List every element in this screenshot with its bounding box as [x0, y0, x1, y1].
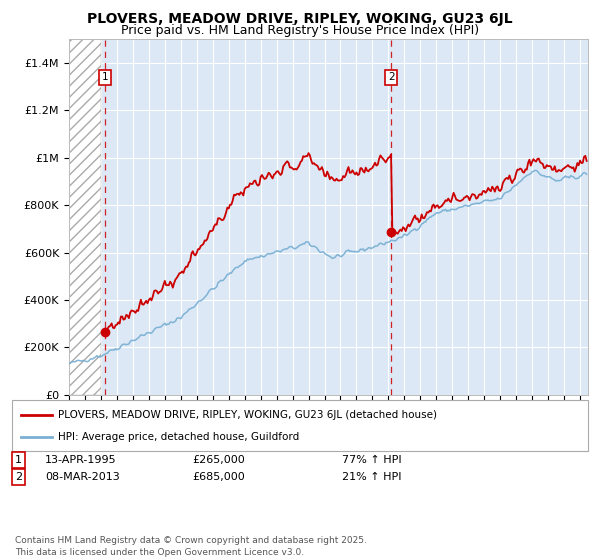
- Text: 2: 2: [15, 472, 22, 482]
- Text: 13-APR-1995: 13-APR-1995: [45, 455, 116, 465]
- Text: 1: 1: [15, 455, 22, 465]
- Text: 1: 1: [102, 72, 109, 82]
- Text: 77% ↑ HPI: 77% ↑ HPI: [342, 455, 401, 465]
- Text: 21% ↑ HPI: 21% ↑ HPI: [342, 472, 401, 482]
- Text: £685,000: £685,000: [192, 472, 245, 482]
- Text: Price paid vs. HM Land Registry's House Price Index (HPI): Price paid vs. HM Land Registry's House …: [121, 24, 479, 36]
- FancyBboxPatch shape: [12, 400, 588, 451]
- Bar: [69, 39, 101, 395]
- Text: £265,000: £265,000: [192, 455, 245, 465]
- Text: HPI: Average price, detached house, Guildford: HPI: Average price, detached house, Guil…: [58, 432, 299, 442]
- Text: Contains HM Land Registry data © Crown copyright and database right 2025.
This d: Contains HM Land Registry data © Crown c…: [15, 536, 367, 557]
- Text: PLOVERS, MEADOW DRIVE, RIPLEY, WOKING, GU23 6JL (detached house): PLOVERS, MEADOW DRIVE, RIPLEY, WOKING, G…: [58, 409, 437, 419]
- Text: 08-MAR-2013: 08-MAR-2013: [45, 472, 120, 482]
- Text: 2: 2: [388, 72, 395, 82]
- Text: PLOVERS, MEADOW DRIVE, RIPLEY, WOKING, GU23 6JL: PLOVERS, MEADOW DRIVE, RIPLEY, WOKING, G…: [87, 12, 513, 26]
